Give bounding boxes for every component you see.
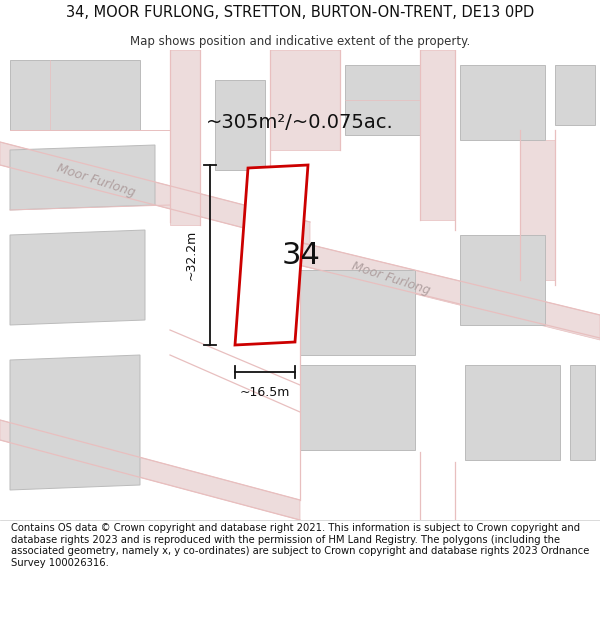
Polygon shape <box>10 145 155 210</box>
Polygon shape <box>460 235 545 325</box>
Text: Contains OS data © Crown copyright and database right 2021. This information is : Contains OS data © Crown copyright and d… <box>11 523 589 568</box>
Polygon shape <box>300 270 415 355</box>
Polygon shape <box>270 50 340 150</box>
Polygon shape <box>520 140 555 280</box>
Polygon shape <box>460 65 545 140</box>
Polygon shape <box>345 65 420 135</box>
Polygon shape <box>215 80 265 170</box>
Text: ~32.2m: ~32.2m <box>185 230 198 280</box>
Text: 34: 34 <box>282 241 321 269</box>
Polygon shape <box>235 165 308 345</box>
Polygon shape <box>270 235 600 340</box>
Text: ~16.5m: ~16.5m <box>240 386 290 399</box>
Polygon shape <box>0 142 310 245</box>
Polygon shape <box>10 355 140 490</box>
Polygon shape <box>300 365 415 450</box>
Text: Map shows position and indicative extent of the property.: Map shows position and indicative extent… <box>130 34 470 48</box>
Polygon shape <box>170 50 200 225</box>
Polygon shape <box>0 420 300 520</box>
Text: ~305m²/~0.075ac.: ~305m²/~0.075ac. <box>206 112 394 131</box>
Polygon shape <box>465 365 560 460</box>
Polygon shape <box>10 60 140 130</box>
Polygon shape <box>420 50 455 220</box>
Polygon shape <box>570 365 595 460</box>
Polygon shape <box>10 230 145 325</box>
Text: 34, MOOR FURLONG, STRETTON, BURTON-ON-TRENT, DE13 0PD: 34, MOOR FURLONG, STRETTON, BURTON-ON-TR… <box>66 5 534 20</box>
Text: Moor Furlong: Moor Furlong <box>350 259 432 297</box>
Polygon shape <box>555 65 595 125</box>
Text: Moor Furlong: Moor Furlong <box>55 161 137 199</box>
